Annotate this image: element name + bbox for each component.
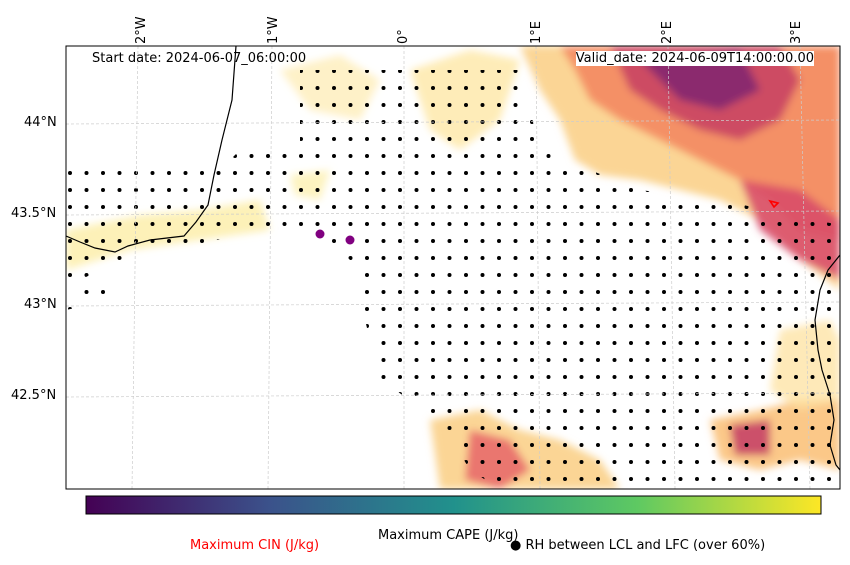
purple-point-a: [315, 229, 325, 239]
colorbar-label: Maximum CAPE (J/kg): [378, 528, 519, 543]
map-frame: [65, 45, 841, 490]
lon-tick-3e: 3°E: [789, 21, 804, 44]
gridlines: [66, 46, 840, 489]
lon-tick-2e: 2°E: [660, 21, 675, 44]
lat-tick-44: 44°N: [24, 115, 57, 130]
cin-contour: [768, 199, 780, 209]
rh-legend-label: RH between LCL and LFC (over 60%): [525, 538, 766, 553]
rh-dot-icon: ●: [510, 538, 522, 553]
lon-tick-0: 0°: [396, 29, 411, 44]
map-area: [66, 46, 840, 489]
start-date-label: Start date: 2024-06-07_06:00:00: [92, 51, 307, 66]
lon-tick-1w: 1°W: [266, 16, 281, 44]
cape-colorbar: [85, 495, 822, 515]
cin-legend-label: Maximum CIN (J/kg): [190, 538, 320, 553]
rh-dots: [66, 70, 840, 489]
lat-tick-43: 43°N: [24, 297, 57, 312]
purple-point-b: [345, 235, 355, 245]
lat-tick-42-5: 42.5°N: [11, 388, 57, 403]
rh-legend: ● RH between LCL and LFC (over 60%): [510, 538, 765, 553]
mediterranean-coastline: [814, 254, 840, 471]
atlantic-coastline: [66, 46, 237, 253]
lon-tick-2w: 2°W: [134, 16, 149, 44]
valid-date-label: Valid_date: 2024-06-09T14:00:00.00: [575, 51, 814, 66]
lon-tick-1e: 1°E: [529, 21, 544, 44]
lat-tick-43-5: 43.5°N: [11, 206, 57, 221]
